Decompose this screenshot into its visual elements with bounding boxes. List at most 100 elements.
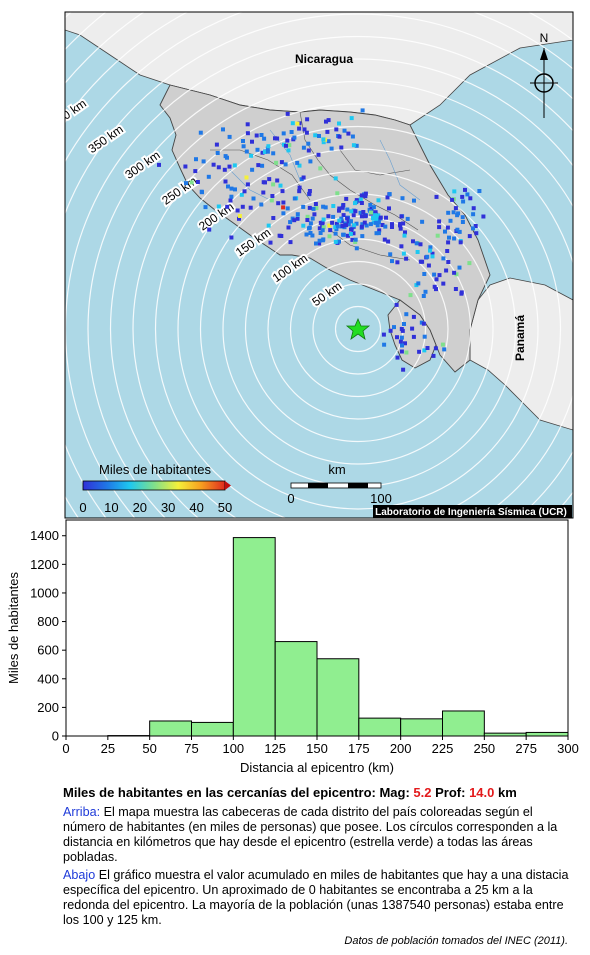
x-tick-label: 25 [101, 741, 115, 756]
district-marker [352, 223, 357, 228]
district-marker [360, 108, 365, 113]
x-tick-label: 250 [473, 741, 495, 756]
district-marker [353, 209, 358, 214]
district-marker [333, 225, 338, 230]
district-marker [284, 143, 288, 148]
district-marker [481, 214, 486, 219]
colorbar-tick: 0 [79, 500, 86, 515]
district-marker [301, 223, 306, 228]
district-marker [295, 160, 300, 165]
district-marker [381, 332, 386, 337]
district-marker [450, 197, 455, 202]
district-marker [288, 220, 293, 225]
district-marker [241, 144, 246, 149]
district-marker [198, 130, 203, 135]
x-tick-label: 200 [390, 741, 412, 756]
y-tick-label: 600 [37, 643, 59, 658]
district-marker [425, 346, 430, 350]
district-marker [340, 224, 345, 228]
district-marker [353, 240, 358, 244]
district-marker [223, 179, 228, 184]
y-axis-label: Miles de habitantes [6, 571, 21, 684]
district-marker [404, 256, 409, 261]
district-marker [348, 219, 353, 224]
district-marker [395, 260, 400, 265]
district-marker [310, 233, 315, 238]
distance-ring [132, 103, 573, 518]
district-marker [371, 205, 376, 210]
prof-label: Prof: [435, 785, 466, 800]
district-marker [465, 192, 470, 197]
district-marker [405, 216, 410, 221]
district-marker [274, 160, 279, 165]
district-marker [375, 223, 380, 228]
district-marker [452, 270, 457, 275]
district-marker [351, 231, 356, 236]
district-marker [297, 189, 302, 194]
district-marker [457, 265, 462, 270]
district-marker [359, 193, 364, 198]
district-marker [401, 221, 406, 226]
district-marker [193, 169, 198, 174]
district-marker [428, 245, 433, 250]
district-marker [386, 239, 391, 244]
district-marker [337, 239, 341, 244]
district-marker [340, 205, 345, 210]
district-marker [399, 214, 404, 219]
district-marker [283, 162, 288, 167]
histogram-bar [442, 710, 485, 737]
district-marker [331, 214, 336, 219]
caption-arriba: Arriba: El mapa muestra las cabeceras de… [63, 805, 573, 865]
district-marker [403, 230, 407, 235]
district-marker [385, 195, 390, 200]
x-tick-label: 175 [348, 741, 370, 756]
district-marker [184, 181, 188, 186]
district-marker [327, 234, 332, 239]
district-marker [228, 198, 233, 203]
district-marker [337, 218, 342, 223]
district-marker [337, 208, 341, 213]
district-marker [237, 216, 241, 221]
district-marker [337, 206, 342, 211]
depth-value: 14.0 [469, 785, 495, 800]
district-marker [206, 174, 211, 179]
district-marker [302, 127, 307, 132]
x-tick-label: 0 [62, 741, 69, 756]
district-marker [268, 240, 273, 245]
district-marker [304, 232, 309, 237]
district-marker [402, 233, 407, 238]
district-marker [349, 227, 353, 232]
district-marker [400, 343, 404, 348]
district-marker [254, 133, 259, 138]
district-marker [308, 231, 313, 235]
district-marker [411, 334, 416, 339]
district-marker [471, 226, 475, 231]
district-marker [349, 209, 354, 214]
district-marker [351, 213, 356, 218]
district-marker [281, 211, 286, 216]
district-marker [281, 200, 286, 205]
district-marker [245, 131, 250, 136]
district-marker [321, 237, 326, 242]
district-marker [400, 196, 405, 201]
histogram: 0 25 50 75 100 125 150 175 200 225 250 275 300 0 200 4… [6, 519, 579, 775]
district-marker [189, 180, 194, 185]
district-marker [411, 314, 416, 319]
district-marker [376, 231, 381, 236]
district-marker [446, 210, 451, 215]
district-marker [422, 272, 427, 276]
district-marker [395, 335, 399, 340]
district-marker [227, 164, 232, 169]
district-marker [320, 228, 325, 233]
district-marker [307, 205, 312, 210]
district-marker [459, 290, 464, 295]
district-marker [207, 227, 212, 232]
district-marker [249, 153, 254, 158]
district-marker [256, 163, 261, 168]
district-marker [404, 350, 409, 355]
district-marker [327, 223, 332, 228]
x-tick-label: 150 [306, 741, 328, 756]
district-marker [226, 184, 230, 189]
district-marker [260, 163, 265, 168]
district-marker [392, 325, 396, 330]
